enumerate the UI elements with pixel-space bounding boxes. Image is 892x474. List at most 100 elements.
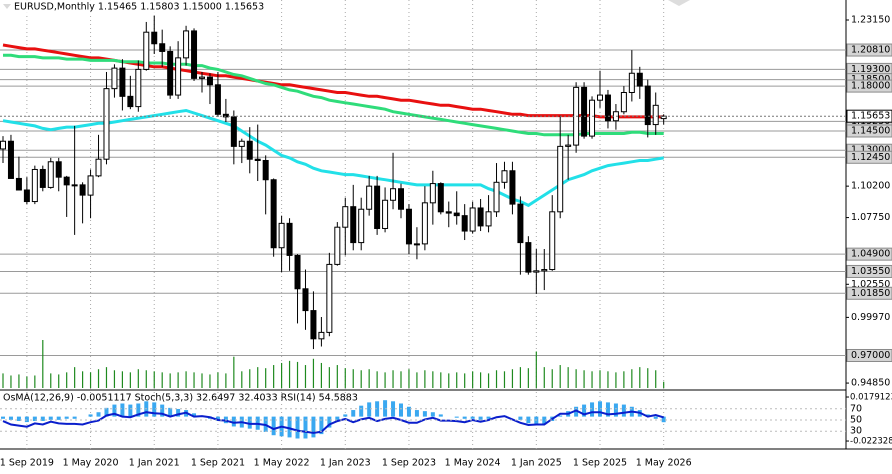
osma-bar: [454, 416, 459, 418]
candle-body: [0, 140, 6, 150]
candle-body: [270, 179, 277, 249]
level-label: 1.20810: [851, 45, 890, 56]
candle-body: [509, 170, 516, 205]
candle-body: [95, 158, 102, 177]
y-tick-label: 0.94850: [851, 378, 890, 389]
indicator-label: OsMA(12,26,9) -0.0051117 Stoch(5,3,3) 32…: [3, 393, 358, 404]
candle-body: [135, 68, 142, 108]
osma-bar: [406, 406, 411, 417]
candle-body: [230, 116, 237, 147]
osma-bar: [88, 414, 93, 417]
candle-body: [254, 158, 261, 161]
osma-bar: [621, 404, 626, 417]
candle-body: [175, 57, 182, 96]
level-label: 1.04900: [851, 249, 890, 260]
osma-bar: [32, 416, 37, 421]
candle-body: [310, 310, 317, 340]
osma-bar: [8, 416, 13, 420]
osma-bar: [120, 403, 125, 417]
x-tick-label: 1 Jan 2025: [511, 458, 562, 469]
candle-body: [469, 207, 476, 232]
osma-bar: [96, 412, 101, 417]
osma-tick-label: -0.0223288: [850, 437, 892, 447]
osma-bar: [518, 416, 523, 420]
osma-bar: [582, 404, 587, 417]
osma-bar: [1, 416, 5, 419]
candle-body: [119, 67, 126, 97]
candle-body: [286, 222, 293, 256]
osma-bar: [112, 404, 117, 417]
level-label-bg: [846, 286, 892, 300]
candle-body: [111, 67, 118, 90]
level-label-bg: [846, 348, 892, 362]
candle-body: [644, 85, 651, 126]
osma-bar: [542, 416, 547, 425]
candle-body: [541, 269, 548, 272]
level-label: 1.14500: [851, 125, 890, 136]
candle-body: [660, 115, 667, 120]
osma-bar: [605, 402, 610, 417]
osma-bar: [343, 414, 348, 417]
candle-body: [628, 72, 635, 93]
candle-body: [214, 84, 221, 115]
title-bg: [0, 0, 240, 13]
osma-bar: [430, 412, 435, 417]
x-tick-label: 1 Jan 2021: [129, 458, 180, 469]
candle-body: [382, 199, 389, 229]
rsi-tick-label: 30: [850, 426, 862, 437]
y-tick-label: 1.07750: [851, 212, 890, 223]
candle-body: [493, 181, 500, 213]
level-label: 1.13000: [851, 145, 890, 156]
candle-body: [63, 176, 70, 186]
candle-body: [7, 140, 14, 179]
x-tick-label: 1 Sep 2019: [0, 458, 54, 469]
candle-body: [429, 183, 436, 204]
candle-body: [55, 161, 62, 178]
osma-bar: [64, 416, 69, 419]
y-tick-label: 1.23150: [851, 15, 890, 26]
osma-bar: [247, 416, 252, 429]
level-label: 1.03550: [851, 266, 890, 277]
level-label-bg: [846, 264, 892, 278]
candle-body: [525, 242, 532, 273]
candle-body: [278, 222, 285, 249]
osma-bar: [287, 416, 292, 438]
candle-body: [501, 170, 508, 183]
osma-tick-label: 0.0179123: [850, 393, 892, 403]
candle-body: [334, 226, 341, 265]
candle-body: [461, 215, 468, 232]
candle-body: [565, 144, 572, 147]
osma-bar: [653, 416, 658, 419]
osma-bar: [231, 416, 236, 427]
osma-bar: [478, 416, 483, 420]
osma-bar: [128, 404, 133, 417]
osma-bar: [303, 416, 308, 439]
candle-body: [143, 31, 150, 70]
rsi-tick-label: 70: [850, 403, 862, 414]
level-label-bg: [846, 124, 892, 138]
candle-body: [39, 168, 46, 188]
level-label-bg: [846, 79, 892, 93]
candle-body: [127, 95, 134, 108]
moving-average: [3, 53, 664, 137]
candle-body: [342, 206, 349, 228]
osma-bar: [136, 403, 141, 417]
candle-body: [453, 212, 460, 217]
price-label-bg: [846, 109, 892, 123]
osma-bar: [104, 407, 109, 417]
candle-body: [445, 211, 452, 214]
candle-body: [366, 185, 373, 210]
osma-bar: [351, 410, 356, 417]
x-tick-label: 1 Jan 2023: [320, 458, 371, 469]
candle-body: [589, 99, 596, 137]
candle-body: [398, 188, 404, 210]
osma-bar: [526, 416, 531, 424]
osma-bar: [661, 416, 666, 423]
osma-bar: [574, 406, 579, 417]
candle-body: [557, 145, 564, 213]
price-label: 1.15653: [851, 111, 890, 122]
